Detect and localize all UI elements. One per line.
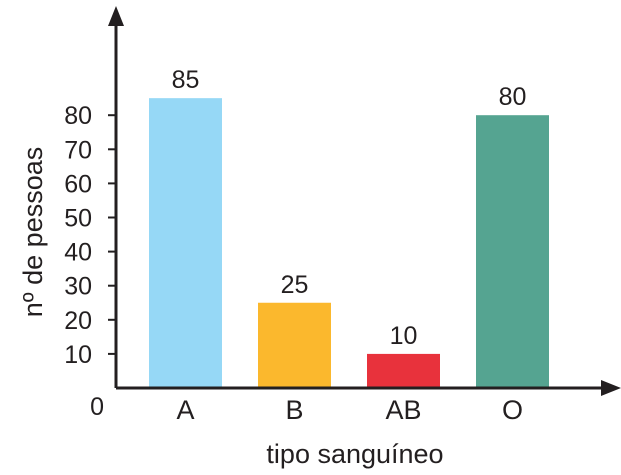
y-tick-label: 70 — [64, 136, 92, 164]
y-tick-label: 50 — [64, 205, 92, 233]
x-tick-label: AB — [385, 395, 421, 425]
bar-ab — [367, 353, 440, 388]
bar-value-label: 10 — [390, 322, 418, 350]
bar-value-label: 80 — [499, 83, 527, 111]
y-ticks-group: 0 10 20 30 40 50 60 70 80 — [64, 102, 116, 421]
y-tick-label: 80 — [64, 102, 92, 130]
x-axis-arrowhead — [601, 380, 621, 396]
bar-value-label: 25 — [281, 271, 309, 299]
bar-value-label: 85 — [172, 66, 200, 94]
y-tick-label: 0 — [90, 393, 104, 421]
bar-a — [149, 98, 222, 389]
x-axis-label: tipo sanguíneo — [266, 439, 443, 469]
y-tick-label: 10 — [64, 341, 92, 369]
y-axis-arrowhead — [108, 6, 124, 26]
y-tick-label: 30 — [64, 273, 92, 301]
x-tick-label: A — [176, 395, 194, 425]
y-axis-label: nº de pessoas — [18, 147, 48, 317]
bar-b — [258, 302, 331, 388]
y-tick-label: 20 — [64, 307, 92, 335]
x-tick-label: B — [285, 395, 303, 425]
y-tick-label: 40 — [64, 239, 92, 267]
bar-o — [476, 115, 549, 388]
x-tick-label: O — [502, 395, 523, 425]
x-ticks-group: A B AB O — [176, 395, 523, 425]
bars-group: 85 25 10 80 — [149, 66, 549, 389]
y-tick-label: 60 — [64, 170, 92, 198]
